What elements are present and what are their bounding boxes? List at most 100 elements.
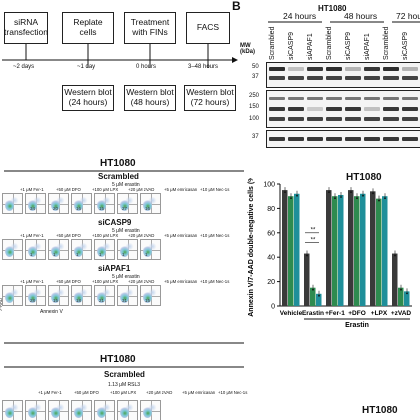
blot-band xyxy=(288,117,304,121)
flow-plot xyxy=(94,400,115,420)
blot-lane-label: Scrambled xyxy=(326,26,333,60)
flow-plot-dots xyxy=(28,199,37,211)
blot-band xyxy=(364,76,380,80)
flow-quadrant-value: 1 xyxy=(30,252,33,257)
flow-plot xyxy=(48,400,69,420)
x-tick-label: +DFO xyxy=(348,310,366,317)
blot-band xyxy=(288,76,304,80)
time-label-treatment: 0 hours xyxy=(136,64,157,70)
bar-chart-title: HT1080 xyxy=(346,172,382,183)
western-blot-24h-box: Western blot (24 hours) xyxy=(62,85,114,111)
flow-quadrant-value: 15 xyxy=(53,298,59,303)
flow-plot xyxy=(94,239,115,260)
flow-a-group-label: Scrambled xyxy=(98,172,139,181)
flow-quadrant-value: 18 xyxy=(76,298,82,303)
y-tick-label: 100 xyxy=(263,182,275,189)
flow-plot-dots2 xyxy=(33,243,42,250)
flow-b-condition-label: +100 μM LPX xyxy=(110,390,137,395)
flow-plot-dots xyxy=(28,406,37,418)
blot-lane-label: Scrambled xyxy=(269,26,276,60)
flow-quadrant-value: 15 xyxy=(145,298,151,303)
flow-quadrant-value: 16 xyxy=(76,206,82,211)
blot-band xyxy=(345,97,361,100)
flow-plot-dots xyxy=(143,291,152,303)
flow-a-condition-label: +50 μM DFO xyxy=(56,187,81,192)
flow-plot-dots xyxy=(97,199,106,211)
flow-plot xyxy=(117,239,138,260)
blot-title: HT1080 xyxy=(318,4,347,13)
flow-a-condition-label: +20 μM zVAD xyxy=(128,279,155,284)
bar xyxy=(338,194,344,306)
flow-plot xyxy=(140,400,161,420)
flow-plot-dots2 xyxy=(56,404,65,411)
data-point xyxy=(378,199,380,202)
blot-timepoint-48h: 48 hours xyxy=(344,11,378,21)
data-point xyxy=(384,197,386,200)
flow-plot-dots2 xyxy=(102,197,111,204)
flow-a-drug-label: 5 μM erastin xyxy=(112,274,140,280)
flow-a-group-label: siCASP9 xyxy=(98,218,132,227)
data-point xyxy=(312,288,314,291)
western-blot-72h-label: Western blot (72 hours) xyxy=(186,87,234,107)
flow-b-condition-label: +10 μM Nec-1s xyxy=(218,390,248,395)
flow-quadrant-value: 1 xyxy=(122,252,125,257)
bar xyxy=(294,193,300,306)
data-point xyxy=(334,197,336,200)
flow-plot-dots xyxy=(120,199,129,211)
blot-panel-1 xyxy=(266,62,420,88)
flow-plot-dots xyxy=(143,245,152,257)
flow-plot-dots2 xyxy=(79,197,88,204)
flow-plot-dots2 xyxy=(79,289,88,296)
significance-marker: ** xyxy=(311,228,316,234)
flow-grid-b xyxy=(0,398,245,420)
blot-timepoint-72h: 72 hours xyxy=(396,11,420,21)
step-facs-label: FACS xyxy=(196,22,220,33)
blot-lane-label: siAPAF1 xyxy=(364,33,371,60)
flow-b-condition-label: +1 μM Fer-1 xyxy=(38,390,62,395)
flow-plot-dots2 xyxy=(79,404,88,411)
flow-plot-dots2 xyxy=(102,243,111,250)
flow-plot-dots2 xyxy=(33,404,42,411)
flow-plot xyxy=(71,239,92,260)
western-blot-72h-box: Western blot (72 hours) xyxy=(184,85,236,111)
blot-band xyxy=(364,107,380,111)
flow-plot-dots xyxy=(5,406,14,418)
y-tick-label: 40 xyxy=(267,255,275,262)
flow-plot xyxy=(25,285,46,306)
blot-band xyxy=(307,67,323,71)
blot-panel-2 xyxy=(266,90,420,128)
blot-lane-label: Scrambled xyxy=(383,26,390,60)
flow-a-condition-label: +100 μM LPX xyxy=(92,279,119,284)
flow-plot xyxy=(25,193,46,214)
blot-lane-label: siCASP9 xyxy=(288,31,295,60)
blot-band xyxy=(364,137,380,141)
flow-plot xyxy=(71,285,92,306)
flow-plot xyxy=(140,239,161,260)
flow-a-plot-row xyxy=(2,285,161,306)
flow-a-plot-row xyxy=(2,193,161,214)
x-tick-label: +zVAD xyxy=(391,310,412,317)
data-point xyxy=(362,194,364,197)
flow-plot-dots xyxy=(51,199,60,211)
flow-a-condition-label: +100 μM LPX xyxy=(92,233,119,238)
flow-plot xyxy=(71,193,92,214)
significance-marker: ** xyxy=(311,237,316,243)
flow-quadrant-value: 15 xyxy=(99,206,105,211)
blot-band xyxy=(383,107,399,111)
bar-chart: 0 20 40 60 80 100 Annexin V/7-AAD double-negat… xyxy=(248,178,412,329)
flow-a-condition-label: +10 μM Nec-1s xyxy=(200,233,230,238)
blot-mw-label: MW (kDa) xyxy=(240,43,256,55)
blot-band xyxy=(402,117,418,121)
time-label-facs: 3–48 hours xyxy=(188,64,219,70)
blot-mw-150: 150 xyxy=(249,104,260,110)
bar xyxy=(404,291,410,306)
flow-plot-dots2 xyxy=(148,243,157,250)
data-point xyxy=(406,292,408,295)
flow-plot xyxy=(25,400,46,420)
flow-plot xyxy=(2,285,23,306)
bar xyxy=(326,190,332,306)
blot-band xyxy=(402,137,418,141)
blot-band xyxy=(402,76,418,80)
flow-plot-dots2 xyxy=(10,289,19,296)
flow-plot xyxy=(117,400,138,420)
